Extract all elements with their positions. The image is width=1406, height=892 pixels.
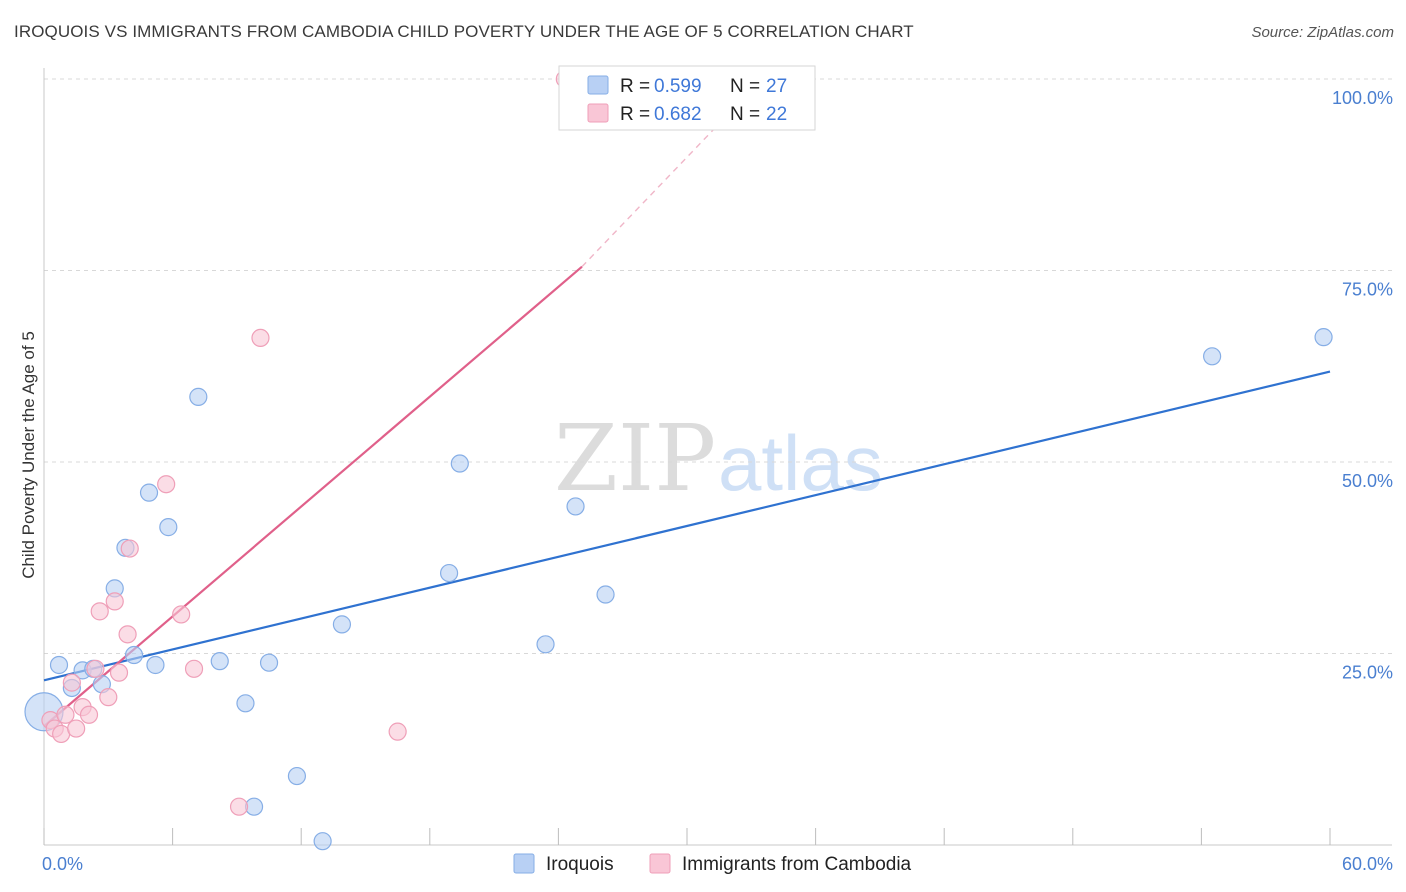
legend-swatch-iroquois	[587, 75, 609, 95]
point-iroquois	[332, 615, 352, 634]
y-tick-label: 75.0%	[1342, 280, 1393, 300]
bottom-legend-iroquois: Iroquois	[546, 854, 614, 875]
x-tick-label: 60.0%	[1342, 854, 1393, 874]
legend-iroquois-r-label: R =	[620, 76, 650, 97]
point-iroquois	[189, 387, 208, 406]
y-tick-label: 100.0%	[1332, 88, 1393, 108]
point-cambodia	[67, 719, 86, 738]
point-iroquois	[159, 518, 178, 537]
bottom-legend: Iroquois Immigrants from Cambodia	[513, 853, 912, 875]
bottom-legend-swatch-iroquois	[513, 853, 535, 874]
point-cambodia	[86, 659, 105, 678]
legend-iroquois-n-value: 27	[766, 76, 787, 97]
x-axis-tick-labels: 0.0% 60.0%	[42, 854, 1393, 874]
point-cambodia	[99, 688, 118, 707]
point-cambodia	[118, 625, 137, 644]
point-cambodia	[184, 659, 204, 678]
legend-cambodia-n-value: 22	[766, 104, 787, 125]
point-cambodia	[120, 539, 139, 558]
point-iroquois	[566, 497, 585, 516]
point-iroquois	[236, 694, 255, 713]
source-label: Source: ZipAtlas.com	[1251, 24, 1394, 41]
point-cambodia	[90, 602, 109, 621]
point-iroquois	[313, 832, 332, 851]
point-iroquois	[1314, 328, 1333, 347]
point-iroquois	[259, 653, 279, 672]
legend-cambodia-r-label: R =	[620, 104, 650, 125]
point-iroquois	[450, 454, 469, 473]
legend-cambodia-r-value: 0.682	[654, 104, 702, 125]
x-tick-label: 0.0%	[42, 854, 83, 874]
y-tick-label: 25.0%	[1342, 663, 1393, 683]
point-iroquois	[146, 655, 165, 675]
point-cambodia	[79, 705, 99, 724]
x-axis-ticks	[43, 828, 1331, 845]
point-iroquois	[596, 585, 615, 604]
point-iroquois	[210, 652, 229, 671]
point-iroquois	[287, 766, 307, 786]
trend-line-iroquois	[43, 370, 1331, 682]
legend-iroquois-r-value: 0.599	[654, 76, 702, 97]
point-iroquois	[439, 563, 459, 583]
point-cambodia	[251, 328, 270, 348]
point-cambodia	[388, 722, 407, 741]
point-iroquois	[124, 645, 144, 665]
bottom-legend-swatch-cambodia	[649, 853, 671, 874]
y-tick-label: 50.0%	[1342, 471, 1393, 491]
point-cambodia	[109, 663, 129, 682]
legend-swatch-cambodia	[587, 103, 609, 123]
legend-iroquois-n-label: N =	[730, 76, 760, 97]
point-iroquois	[1203, 347, 1222, 366]
data-points	[24, 69, 1333, 851]
point-cambodia	[157, 475, 176, 494]
point-cambodia	[229, 797, 249, 816]
watermark-atlas: atlas	[718, 419, 883, 507]
trend-line-cambodia	[43, 265, 583, 728]
point-cambodia	[105, 592, 124, 611]
bottom-legend-cambodia: Immigrants from Cambodia	[682, 854, 912, 875]
trend-lines	[43, 78, 1331, 728]
y-axis-label: Child Poverty Under the Age of 5	[19, 331, 38, 579]
point-cambodia	[62, 673, 81, 692]
point-cambodia	[56, 705, 75, 724]
chart-title: IROQUOIS VS IMMIGRANTS FROM CAMBODIA CHI…	[14, 22, 914, 41]
point-cambodia	[172, 605, 191, 624]
legend: R = 0.599 N = 27 R = 0.682 N = 22	[558, 65, 816, 131]
point-iroquois	[536, 635, 555, 654]
point-iroquois	[49, 655, 69, 675]
point-iroquois	[139, 483, 159, 502]
gridlines	[44, 78, 1392, 654]
watermark-zip: ZIP	[554, 405, 716, 512]
y-axis-tick-labels: 25.0% 50.0% 75.0% 100.0%	[1332, 88, 1393, 683]
legend-cambodia-n-label: N =	[730, 104, 760, 125]
